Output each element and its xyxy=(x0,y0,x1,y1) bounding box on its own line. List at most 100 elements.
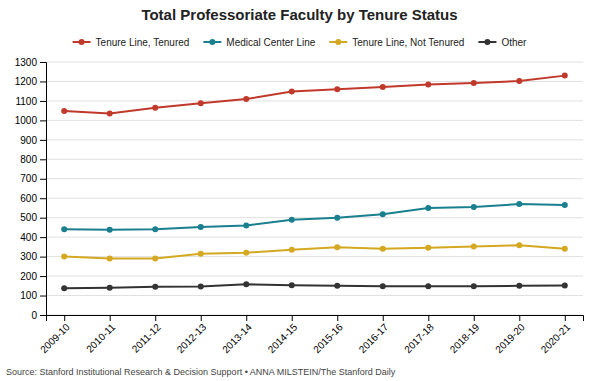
series-marker xyxy=(152,256,158,262)
y-tick: 700 xyxy=(20,173,46,184)
legend-item: Medical Center Line xyxy=(203,37,315,48)
x-tick-label: 2013-14 xyxy=(220,321,254,355)
series-marker xyxy=(516,283,522,289)
y-tick-label: 500 xyxy=(20,212,37,223)
x-tick-mark xyxy=(519,315,520,321)
series-marker xyxy=(334,86,340,92)
x-tick: 2013-14 xyxy=(220,315,254,355)
legend-marker xyxy=(79,39,85,45)
grid-line xyxy=(46,295,583,296)
series-marker xyxy=(380,211,386,217)
x-tick-mark xyxy=(292,315,293,321)
y-tick-mark xyxy=(40,296,46,297)
series-marker xyxy=(152,284,158,290)
grid-line xyxy=(46,120,583,121)
y-tick: 500 xyxy=(20,212,46,223)
y-tick-label: 900 xyxy=(20,135,37,146)
y-tick: 600 xyxy=(20,193,46,204)
series-marker xyxy=(198,283,204,289)
series-marker xyxy=(334,244,340,250)
x-tick: 2017-18 xyxy=(402,315,436,355)
series-marker xyxy=(107,285,113,291)
series-marker xyxy=(334,283,340,289)
legend-item: Tenure Line, Not Tenured xyxy=(329,37,464,48)
y-tick-mark xyxy=(40,276,46,277)
x-tick-mark xyxy=(428,315,429,321)
x-tick-label: 2016-17 xyxy=(357,321,391,355)
chart: Total Professoriate Faculty by Tenure St… xyxy=(0,0,599,381)
series-marker xyxy=(243,96,249,102)
y-tick-mark xyxy=(40,237,46,238)
marks xyxy=(61,73,568,292)
legend-marker xyxy=(209,39,215,45)
series-marker xyxy=(243,281,249,287)
series-marker xyxy=(198,251,204,257)
legend-item: Other xyxy=(478,37,527,48)
y-tick-label: 400 xyxy=(20,232,37,243)
x-axis: 2009-102010-112011-122012-132013-142014-… xyxy=(38,315,583,355)
x-tick: 2019-20 xyxy=(493,315,527,355)
x-tick-label: 2020-21 xyxy=(539,321,573,355)
series xyxy=(61,281,568,291)
series-line xyxy=(64,76,565,114)
y-tick-label: 1200 xyxy=(15,76,38,87)
series-marker xyxy=(471,80,477,86)
series-marker xyxy=(471,283,477,289)
y-tick-mark xyxy=(40,120,46,121)
series-marker xyxy=(198,224,204,230)
series-marker xyxy=(380,283,386,289)
x-tick-mark xyxy=(155,315,156,321)
series-marker xyxy=(61,226,67,232)
series-marker xyxy=(107,111,113,117)
legend-label: Other xyxy=(501,37,527,48)
series-marker xyxy=(562,282,568,288)
y-tick: 0 xyxy=(31,310,46,321)
x-tick-mark xyxy=(565,315,566,321)
x-tick: 2010-11 xyxy=(84,315,118,355)
series xyxy=(61,73,568,117)
y-tick: 800 xyxy=(20,154,46,165)
y-tick-mark xyxy=(40,140,46,141)
legend-label: Medical Center Line xyxy=(226,37,315,48)
series-marker xyxy=(289,247,295,253)
x-tick: 2015-16 xyxy=(311,315,345,355)
y-tick-mark xyxy=(40,315,46,316)
grid xyxy=(46,62,583,315)
x-tick: 2018-19 xyxy=(448,315,482,355)
x-tick-label: 2019-20 xyxy=(493,321,527,355)
series-marker xyxy=(516,242,522,248)
series-marker xyxy=(61,108,67,114)
x-tick-label: 2015-16 xyxy=(311,321,345,355)
series-marker xyxy=(289,282,295,288)
plot: 0100200300400500600700800900100011001200… xyxy=(15,57,584,355)
y-tick-mark xyxy=(40,81,46,82)
x-tick-mark xyxy=(383,315,384,321)
series-marker xyxy=(107,256,113,262)
x-tick-mark xyxy=(110,315,111,321)
grid-line xyxy=(46,237,583,238)
series-marker xyxy=(61,254,67,260)
y-tick: 1100 xyxy=(15,96,46,107)
y-tick-label: 600 xyxy=(20,193,37,204)
x-tick: 2014-15 xyxy=(266,315,300,355)
series xyxy=(61,201,568,233)
y-tick-mark xyxy=(40,101,46,102)
x-tick: 2020-21 xyxy=(539,315,573,355)
y-tick-label: 800 xyxy=(20,154,37,165)
annotation: Source: Stanford Institutional Research … xyxy=(6,367,396,377)
y-axis: 0100200300400500600700800900100011001200… xyxy=(15,57,47,321)
x-tick-mark xyxy=(246,315,247,321)
series-line xyxy=(64,284,565,288)
series-marker xyxy=(471,243,477,249)
y-tick: 200 xyxy=(20,271,46,282)
grid-line xyxy=(46,276,583,277)
y-tick-label: 1000 xyxy=(15,115,38,126)
series-marker xyxy=(562,202,568,208)
x-tick-label: 2017-18 xyxy=(402,321,436,355)
series-marker xyxy=(425,245,431,251)
y-tick-label: 1100 xyxy=(15,96,37,107)
x-tick: 2011-12 xyxy=(130,315,164,355)
y-tick-mark xyxy=(40,159,46,160)
grid-line xyxy=(46,178,583,179)
legend-item: Tenure Line, Tenured xyxy=(73,37,190,48)
